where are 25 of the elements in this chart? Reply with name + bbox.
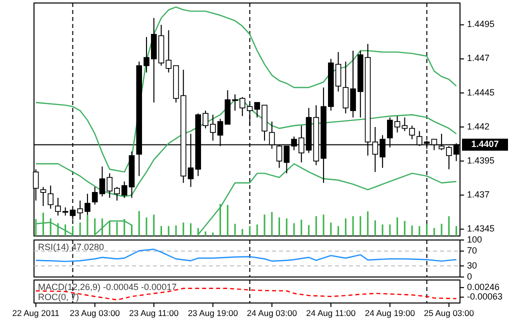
- x-tick-label: 24 Aug 19:00: [364, 308, 416, 318]
- y-tick-label: -0.00063: [467, 292, 503, 302]
- x-tick-label: 24 Aug 03:00: [246, 308, 298, 318]
- x-tick-label: 23 Aug 19:00: [188, 308, 238, 318]
- y-tick-label: 1.437: [467, 190, 490, 200]
- y-tick-label: 100: [467, 234, 482, 244]
- text: ROC(0, 7): [38, 292, 80, 302]
- x-tick-label: 24 Aug 11:00: [306, 308, 356, 318]
- ref-line-label: 1.4407: [471, 139, 499, 150]
- y-tick-label: 0.00246: [467, 282, 500, 292]
- x-tick-label: 23 Aug 11:00: [129, 308, 179, 318]
- y-tick-label: 70: [467, 245, 478, 256]
- y-tick-label: 1.4495: [467, 19, 495, 30]
- chart-title: RSI(14) 47.0280: [38, 242, 104, 252]
- x-tick-label: 23 Aug 03:00: [70, 308, 120, 318]
- y-tick-label: 1.4345: [467, 224, 495, 234]
- y-tick-label: 1.4395: [467, 155, 495, 166]
- x-tick-label: 22 Aug 2011: [12, 308, 60, 318]
- y-tick-label: 30: [467, 260, 478, 270]
- y-tick-label: 1.447: [467, 53, 490, 64]
- x-tick-label: 25 Aug 03:00: [424, 308, 474, 318]
- y-tick-label: 1.442: [467, 121, 490, 132]
- chart-title: MACD(12,26,9) -0.00045 -0.00017: [38, 282, 177, 292]
- y-tick-label: 1.4445: [467, 87, 495, 98]
- y-tick-label: 0: [467, 271, 472, 282]
